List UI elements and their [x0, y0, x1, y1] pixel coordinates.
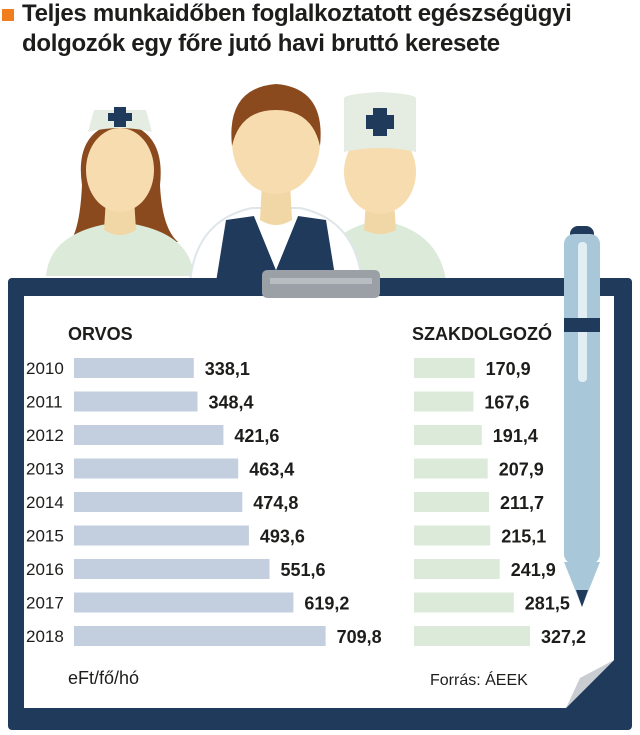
value-label-orvos-2013: 463,4 [249, 460, 294, 480]
bar-szakdolgozo-2015 [414, 525, 491, 546]
bar-szakdolgozo-2017 [414, 592, 514, 613]
value-label-szakdolgozo-2016: 241,9 [511, 560, 556, 580]
title-marker [2, 9, 14, 21]
nurse-icon [46, 107, 194, 276]
value-label-orvos-2012: 421,6 [234, 426, 279, 446]
value-label-szakdolgozo-2017: 281,5 [525, 594, 570, 614]
value-label-szakdolgozo-2015: 215,1 [501, 527, 546, 547]
year-label-2017: 2017 [26, 594, 64, 613]
bar-orvos-2018 [74, 626, 326, 646]
bar-orvos-2010 [74, 358, 194, 378]
value-label-orvos-2017: 619,2 [304, 594, 349, 614]
year-label-2014: 2014 [26, 493, 64, 512]
chart-title-line-1: Teljes munkaidőben foglalkoztatott egész… [22, 0, 572, 27]
source-label: Forrás: ÁEEK [430, 672, 528, 689]
year-label-2010: 2010 [26, 359, 64, 378]
paper-curl-icon [566, 660, 614, 708]
chart-title-line-2: dolgozók egy főre jutó havi bruttó keres… [22, 30, 500, 57]
year-label-2012: 2012 [26, 426, 64, 445]
year-label-2016: 2016 [26, 560, 64, 579]
bar-szakdolgozo-2012 [414, 425, 482, 445]
assistant-icon [318, 92, 446, 280]
year-label-2013: 2013 [26, 460, 64, 479]
value-label-orvos-2015: 493,6 [260, 527, 305, 547]
value-label-szakdolgozo-2018: 327,2 [541, 627, 586, 647]
bar-szakdolgozo-2013 [414, 458, 488, 479]
series-header-szakdolgozo: SZAKDOLGOZÓ [412, 324, 552, 344]
value-label-orvos-2014: 474,8 [253, 493, 298, 513]
value-label-szakdolgozo-2010: 170,9 [486, 359, 531, 379]
value-label-szakdolgozo-2011: 167,6 [484, 393, 529, 413]
bar-szakdolgozo-2011 [414, 391, 474, 412]
illustration-people [46, 84, 446, 283]
value-label-szakdolgozo-2013: 207,9 [499, 460, 544, 480]
year-label-2015: 2015 [26, 527, 64, 546]
value-label-orvos-2018: 709,8 [337, 627, 382, 647]
year-label-2011: 2011 [26, 393, 63, 412]
bar-szakdolgozo-2018 [414, 626, 530, 646]
value-label-szakdolgozo-2014: 211,7 [500, 493, 544, 513]
value-label-orvos-2016: 551,6 [281, 560, 326, 580]
clipboard-clip-icon [262, 270, 380, 298]
bar-szakdolgozo-2014 [414, 492, 489, 512]
bar-orvos-2016 [74, 559, 270, 579]
unit-label: eFt/fő/hó [68, 668, 140, 688]
bar-orvos-2013 [74, 458, 239, 479]
doctor-icon [188, 84, 364, 283]
pen-icon [564, 226, 600, 607]
bar-orvos-2017 [74, 592, 294, 613]
year-label-2018: 2018 [26, 627, 64, 646]
series-header-orvos: ORVOS [68, 324, 133, 344]
bar-szakdolgozo-2010 [414, 358, 475, 378]
value-label-orvos-2011: 348,4 [209, 393, 254, 413]
value-label-szakdolgozo-2012: 191,4 [493, 426, 538, 446]
bar-orvos-2015 [74, 525, 249, 546]
bar-szakdolgozo-2016 [414, 559, 500, 579]
bar-orvos-2014 [74, 492, 243, 512]
bar-orvos-2011 [74, 391, 198, 412]
bar-orvos-2012 [74, 425, 224, 445]
value-label-orvos-2010: 338,1 [205, 359, 250, 379]
